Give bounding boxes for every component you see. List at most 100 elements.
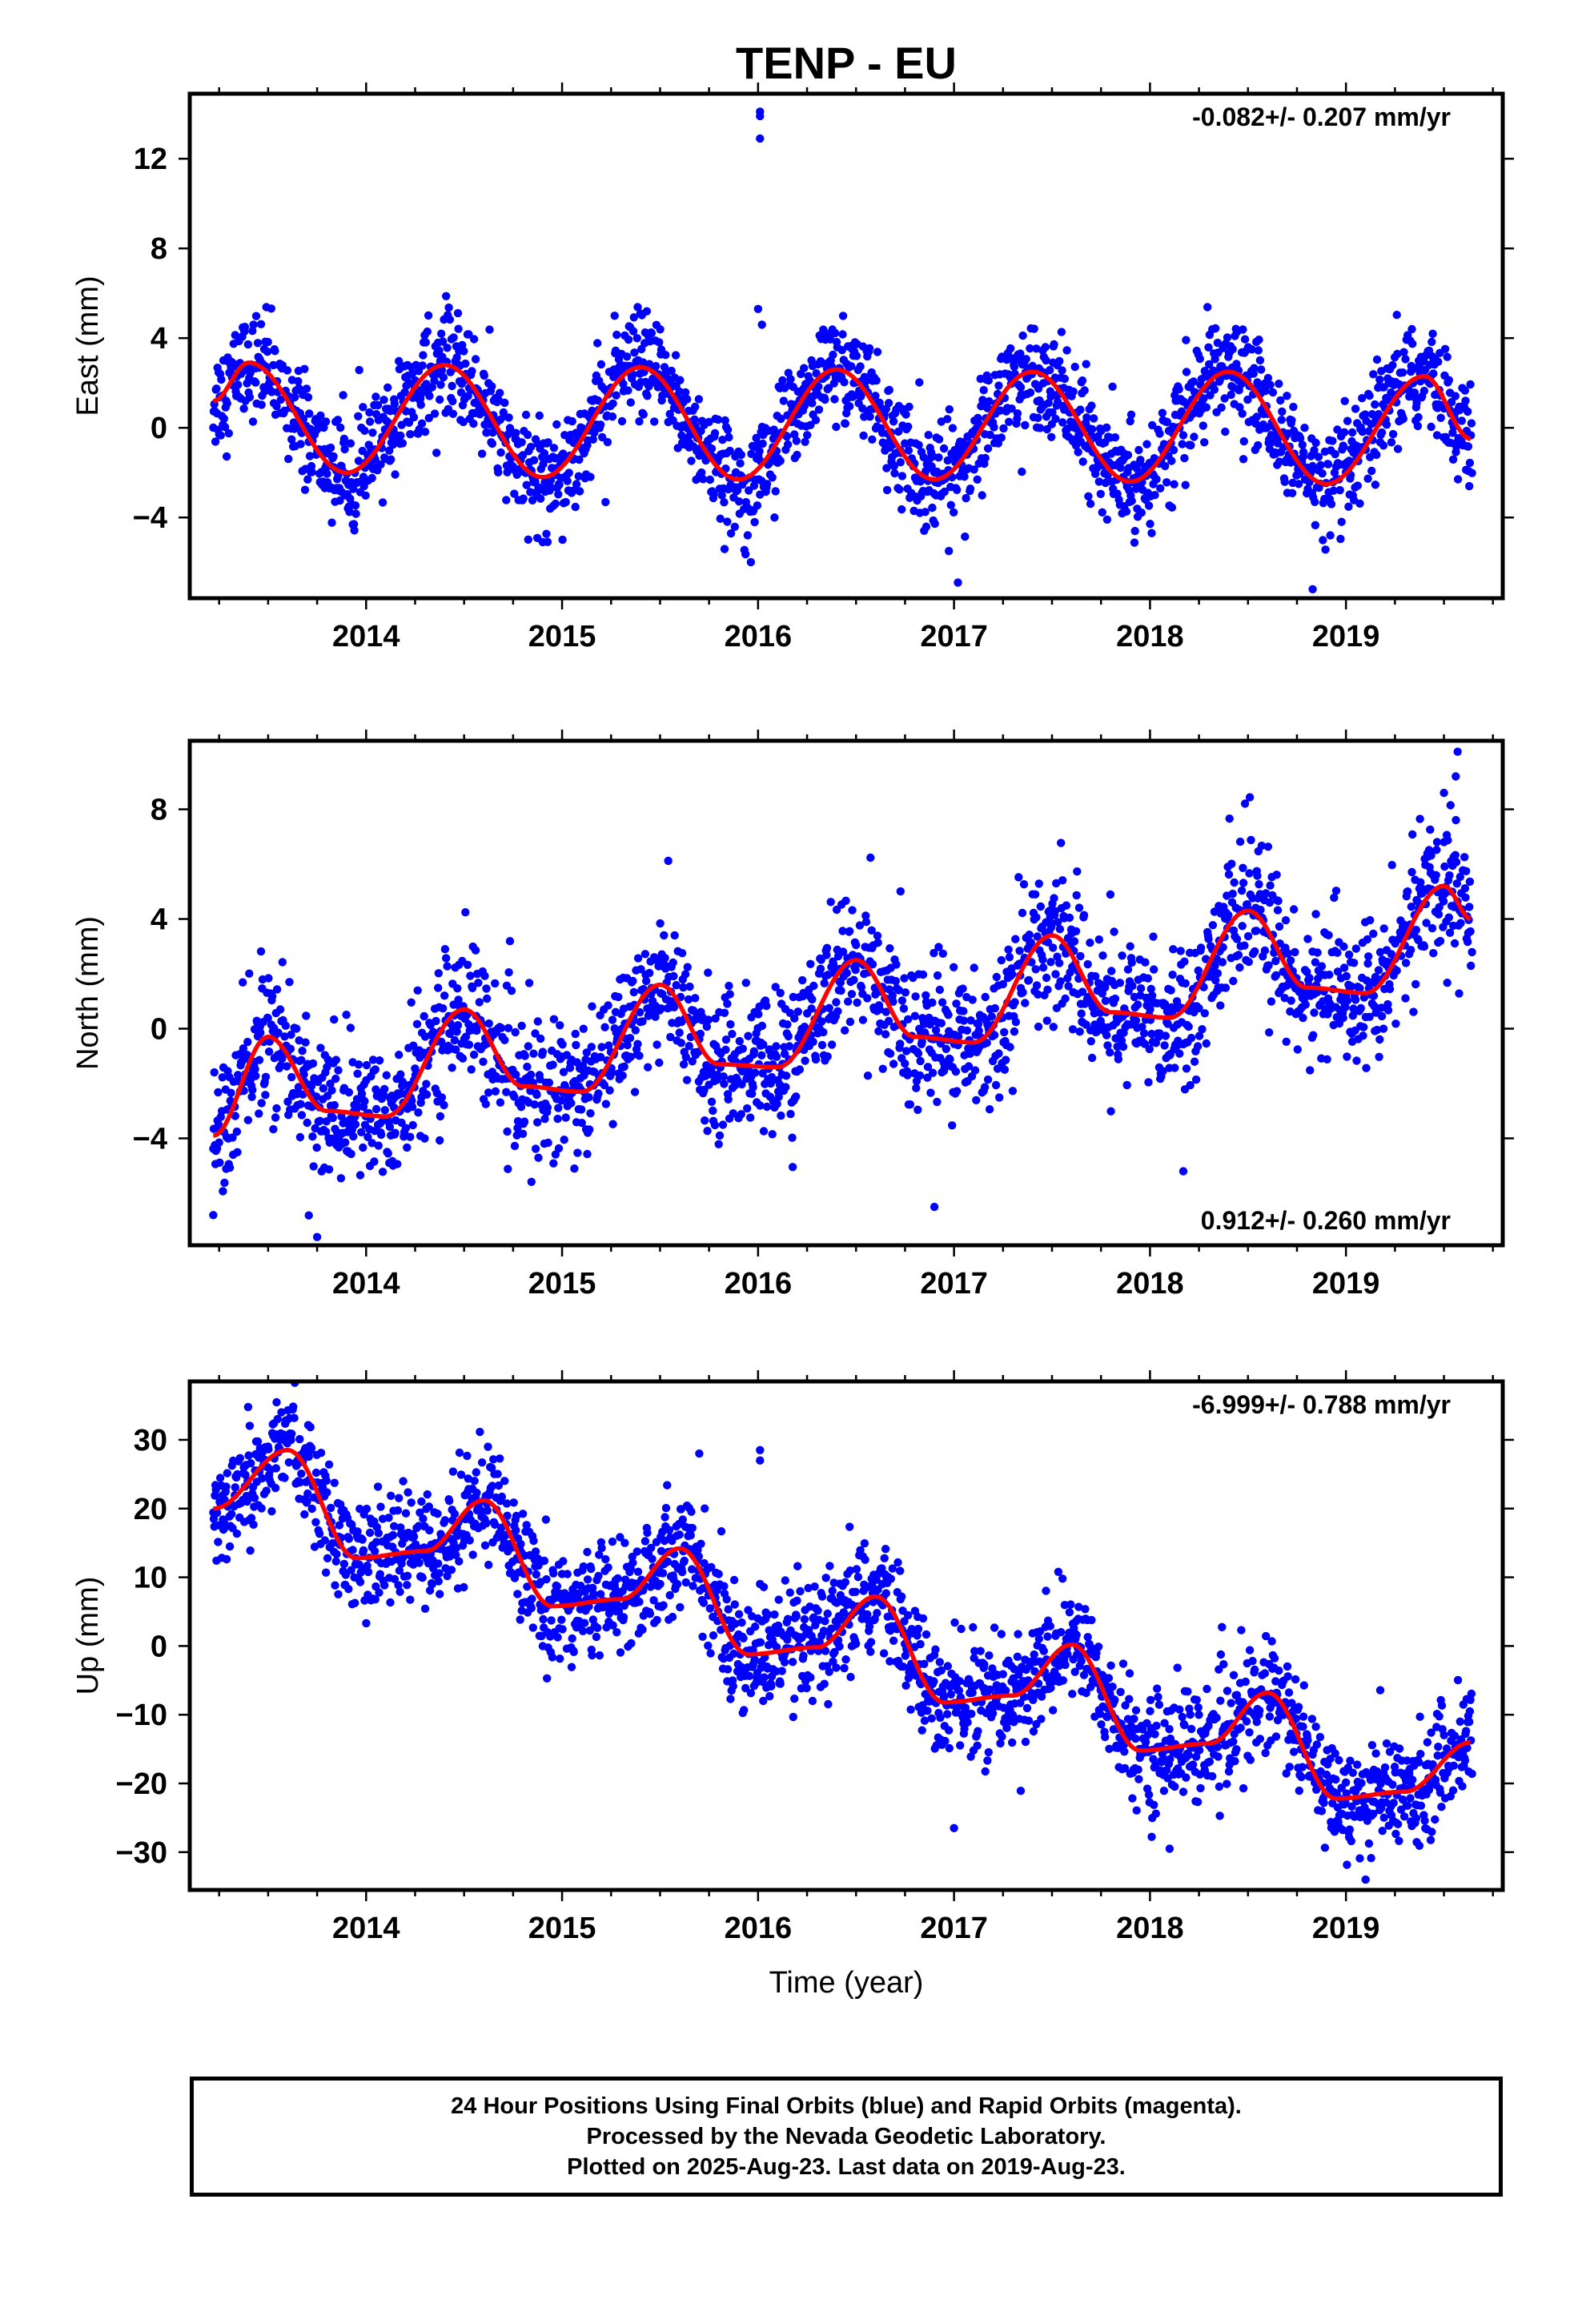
data-point xyxy=(716,514,725,523)
data-point-outlier xyxy=(1452,772,1460,781)
data-point xyxy=(502,496,511,505)
data-point xyxy=(307,1443,316,1453)
data-point xyxy=(339,434,349,444)
data-point xyxy=(1051,970,1060,979)
data-point xyxy=(1106,1107,1115,1116)
data-point xyxy=(746,557,756,567)
data-point xyxy=(1349,959,1359,967)
data-point xyxy=(256,947,266,956)
data-point xyxy=(921,508,930,517)
data-point xyxy=(331,1074,340,1084)
data-point xyxy=(994,1049,1003,1058)
data-point xyxy=(596,1052,605,1062)
data-point xyxy=(434,1559,443,1568)
data-point xyxy=(938,949,948,959)
data-point xyxy=(267,1507,276,1516)
data-point xyxy=(365,417,375,426)
data-point xyxy=(807,1004,816,1013)
data-point xyxy=(844,997,853,1006)
data-point xyxy=(444,303,453,312)
data-point xyxy=(231,1112,239,1120)
data-point xyxy=(298,1047,307,1055)
data-point xyxy=(861,376,871,385)
data-point xyxy=(1101,983,1110,992)
data-point xyxy=(497,1023,506,1032)
data-point xyxy=(924,431,933,440)
data-point xyxy=(362,1060,371,1070)
data-point xyxy=(656,325,665,334)
data-point xyxy=(311,1468,321,1478)
data-point xyxy=(300,364,309,373)
data-point xyxy=(351,501,360,510)
data-point xyxy=(1229,976,1238,986)
data-point xyxy=(294,1083,303,1092)
data-point xyxy=(990,423,998,432)
data-point xyxy=(774,1092,783,1102)
data-point xyxy=(809,1037,817,1047)
data-point xyxy=(504,1164,512,1173)
data-point xyxy=(1044,399,1054,408)
data-point xyxy=(568,416,576,426)
data-point xyxy=(334,1590,343,1599)
data-point xyxy=(762,1001,771,1011)
data-point xyxy=(983,444,993,453)
data-point xyxy=(1167,456,1176,465)
data-point xyxy=(814,382,823,391)
data-point xyxy=(651,1012,660,1021)
data-point xyxy=(526,442,536,452)
data-point xyxy=(878,1064,887,1073)
data-point xyxy=(1262,889,1271,898)
data-point xyxy=(1062,346,1071,355)
data-point xyxy=(1018,988,1027,997)
data-point xyxy=(729,1109,737,1118)
data-point xyxy=(838,312,848,320)
data-point xyxy=(705,475,715,485)
data-point xyxy=(1218,958,1227,967)
data-point xyxy=(327,518,336,527)
data-point xyxy=(358,1535,367,1544)
data-point xyxy=(1076,405,1085,414)
data-point xyxy=(743,531,753,540)
data-point xyxy=(1434,910,1443,919)
data-point xyxy=(793,1007,802,1016)
data-point xyxy=(452,1045,460,1054)
data-point xyxy=(889,1059,898,1068)
data-point xyxy=(800,364,809,372)
data-point xyxy=(287,435,296,444)
data-point xyxy=(783,440,793,449)
data-point xyxy=(1062,901,1071,910)
data-point xyxy=(1372,1025,1382,1035)
data-point xyxy=(380,1084,389,1094)
data-point xyxy=(414,1522,424,1530)
data-point xyxy=(404,1488,412,1497)
data-point xyxy=(930,948,938,958)
data-point xyxy=(923,1063,933,1072)
data-point xyxy=(628,327,638,336)
data-point xyxy=(1224,870,1234,879)
data-point xyxy=(1087,401,1096,410)
data-point xyxy=(1277,416,1286,424)
data-point xyxy=(526,488,535,497)
data-point xyxy=(249,1520,258,1530)
data-point xyxy=(601,1100,611,1108)
data-point xyxy=(395,356,404,366)
data-point xyxy=(1431,870,1440,880)
data-point xyxy=(1193,1042,1203,1051)
data-point xyxy=(1071,927,1081,936)
data-point xyxy=(353,1069,362,1079)
data-point xyxy=(724,1095,733,1104)
data-point xyxy=(1210,907,1219,916)
data-point xyxy=(987,1012,997,1021)
data-point xyxy=(1408,340,1417,348)
data-point xyxy=(685,982,694,991)
data-point xyxy=(701,1116,709,1125)
data-point xyxy=(471,946,480,955)
data-point xyxy=(923,1073,932,1082)
data-point xyxy=(570,1164,579,1173)
data-point xyxy=(586,472,595,481)
data-point xyxy=(608,1068,616,1077)
data-point xyxy=(295,384,303,393)
data-point xyxy=(1440,344,1450,353)
data-point xyxy=(1033,932,1042,941)
data-point xyxy=(1180,957,1189,966)
